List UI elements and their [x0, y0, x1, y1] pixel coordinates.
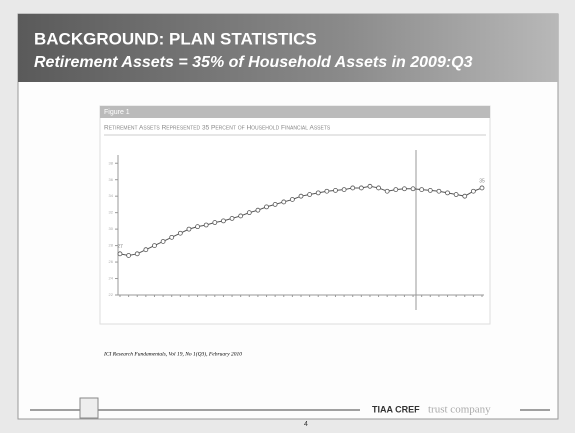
point [315, 190, 321, 196]
point [333, 188, 338, 193]
point [272, 202, 278, 207]
point [384, 188, 390, 194]
point [203, 222, 209, 228]
point [246, 210, 252, 216]
figure-label: Figure 1 [104, 109, 130, 116]
y-tick-label: 32 [109, 210, 114, 215]
point [324, 188, 330, 194]
point [402, 186, 407, 192]
point [410, 186, 416, 192]
y-tick-label: 34 [109, 193, 114, 198]
source: ICI Research Fundamentals, Vol 19, No 1(… [103, 350, 242, 357]
point [152, 243, 157, 248]
point [358, 185, 364, 191]
header-bar [18, 14, 558, 82]
figure-box [99, 105, 491, 325]
logo-tail: trust company [428, 404, 491, 416]
point [264, 204, 269, 210]
point [453, 192, 459, 197]
point [229, 216, 235, 221]
point [117, 251, 123, 257]
slide-title: BACKGROUND: PLAN STATISTICS [34, 29, 317, 48]
point [479, 185, 485, 191]
point [436, 188, 442, 194]
chart-title: Retirement Assets Represented 35 Percent… [104, 125, 331, 132]
point [160, 239, 166, 244]
point [195, 224, 200, 230]
point [445, 190, 450, 196]
point [212, 220, 218, 225]
point [307, 192, 313, 197]
logo: TIAA CREF [372, 404, 420, 414]
y-tick-label: 24 [109, 276, 114, 281]
point [470, 188, 476, 194]
point [289, 197, 295, 202]
point [281, 199, 287, 205]
point [350, 185, 356, 191]
point [221, 218, 226, 224]
figure-bar [100, 106, 490, 118]
point [238, 213, 244, 219]
point [186, 226, 192, 232]
point [393, 187, 399, 192]
value-label: 27 [117, 244, 123, 250]
y-tick-label: 38 [109, 160, 114, 165]
point [462, 193, 468, 199]
icon [79, 397, 99, 419]
y-tick-label: 36 [109, 177, 114, 182]
point [376, 185, 381, 191]
y-tick-label: 26 [109, 259, 114, 264]
y-tick-label: 22 [109, 292, 114, 297]
point [341, 187, 347, 192]
point [177, 230, 183, 236]
page-number: 4 [304, 421, 308, 428]
point [427, 188, 433, 193]
point [255, 207, 261, 213]
y-tick-label: 28 [109, 243, 114, 248]
point [126, 253, 132, 258]
y-tick-label: 30 [109, 226, 114, 231]
point [419, 187, 425, 192]
slide-subtitle: Retirement Assets = 35% of Household Ass… [34, 54, 473, 71]
point [367, 183, 373, 189]
point [143, 247, 149, 253]
point [134, 251, 140, 257]
value-label: 35 [479, 178, 485, 184]
point [298, 193, 304, 199]
point [169, 234, 175, 240]
